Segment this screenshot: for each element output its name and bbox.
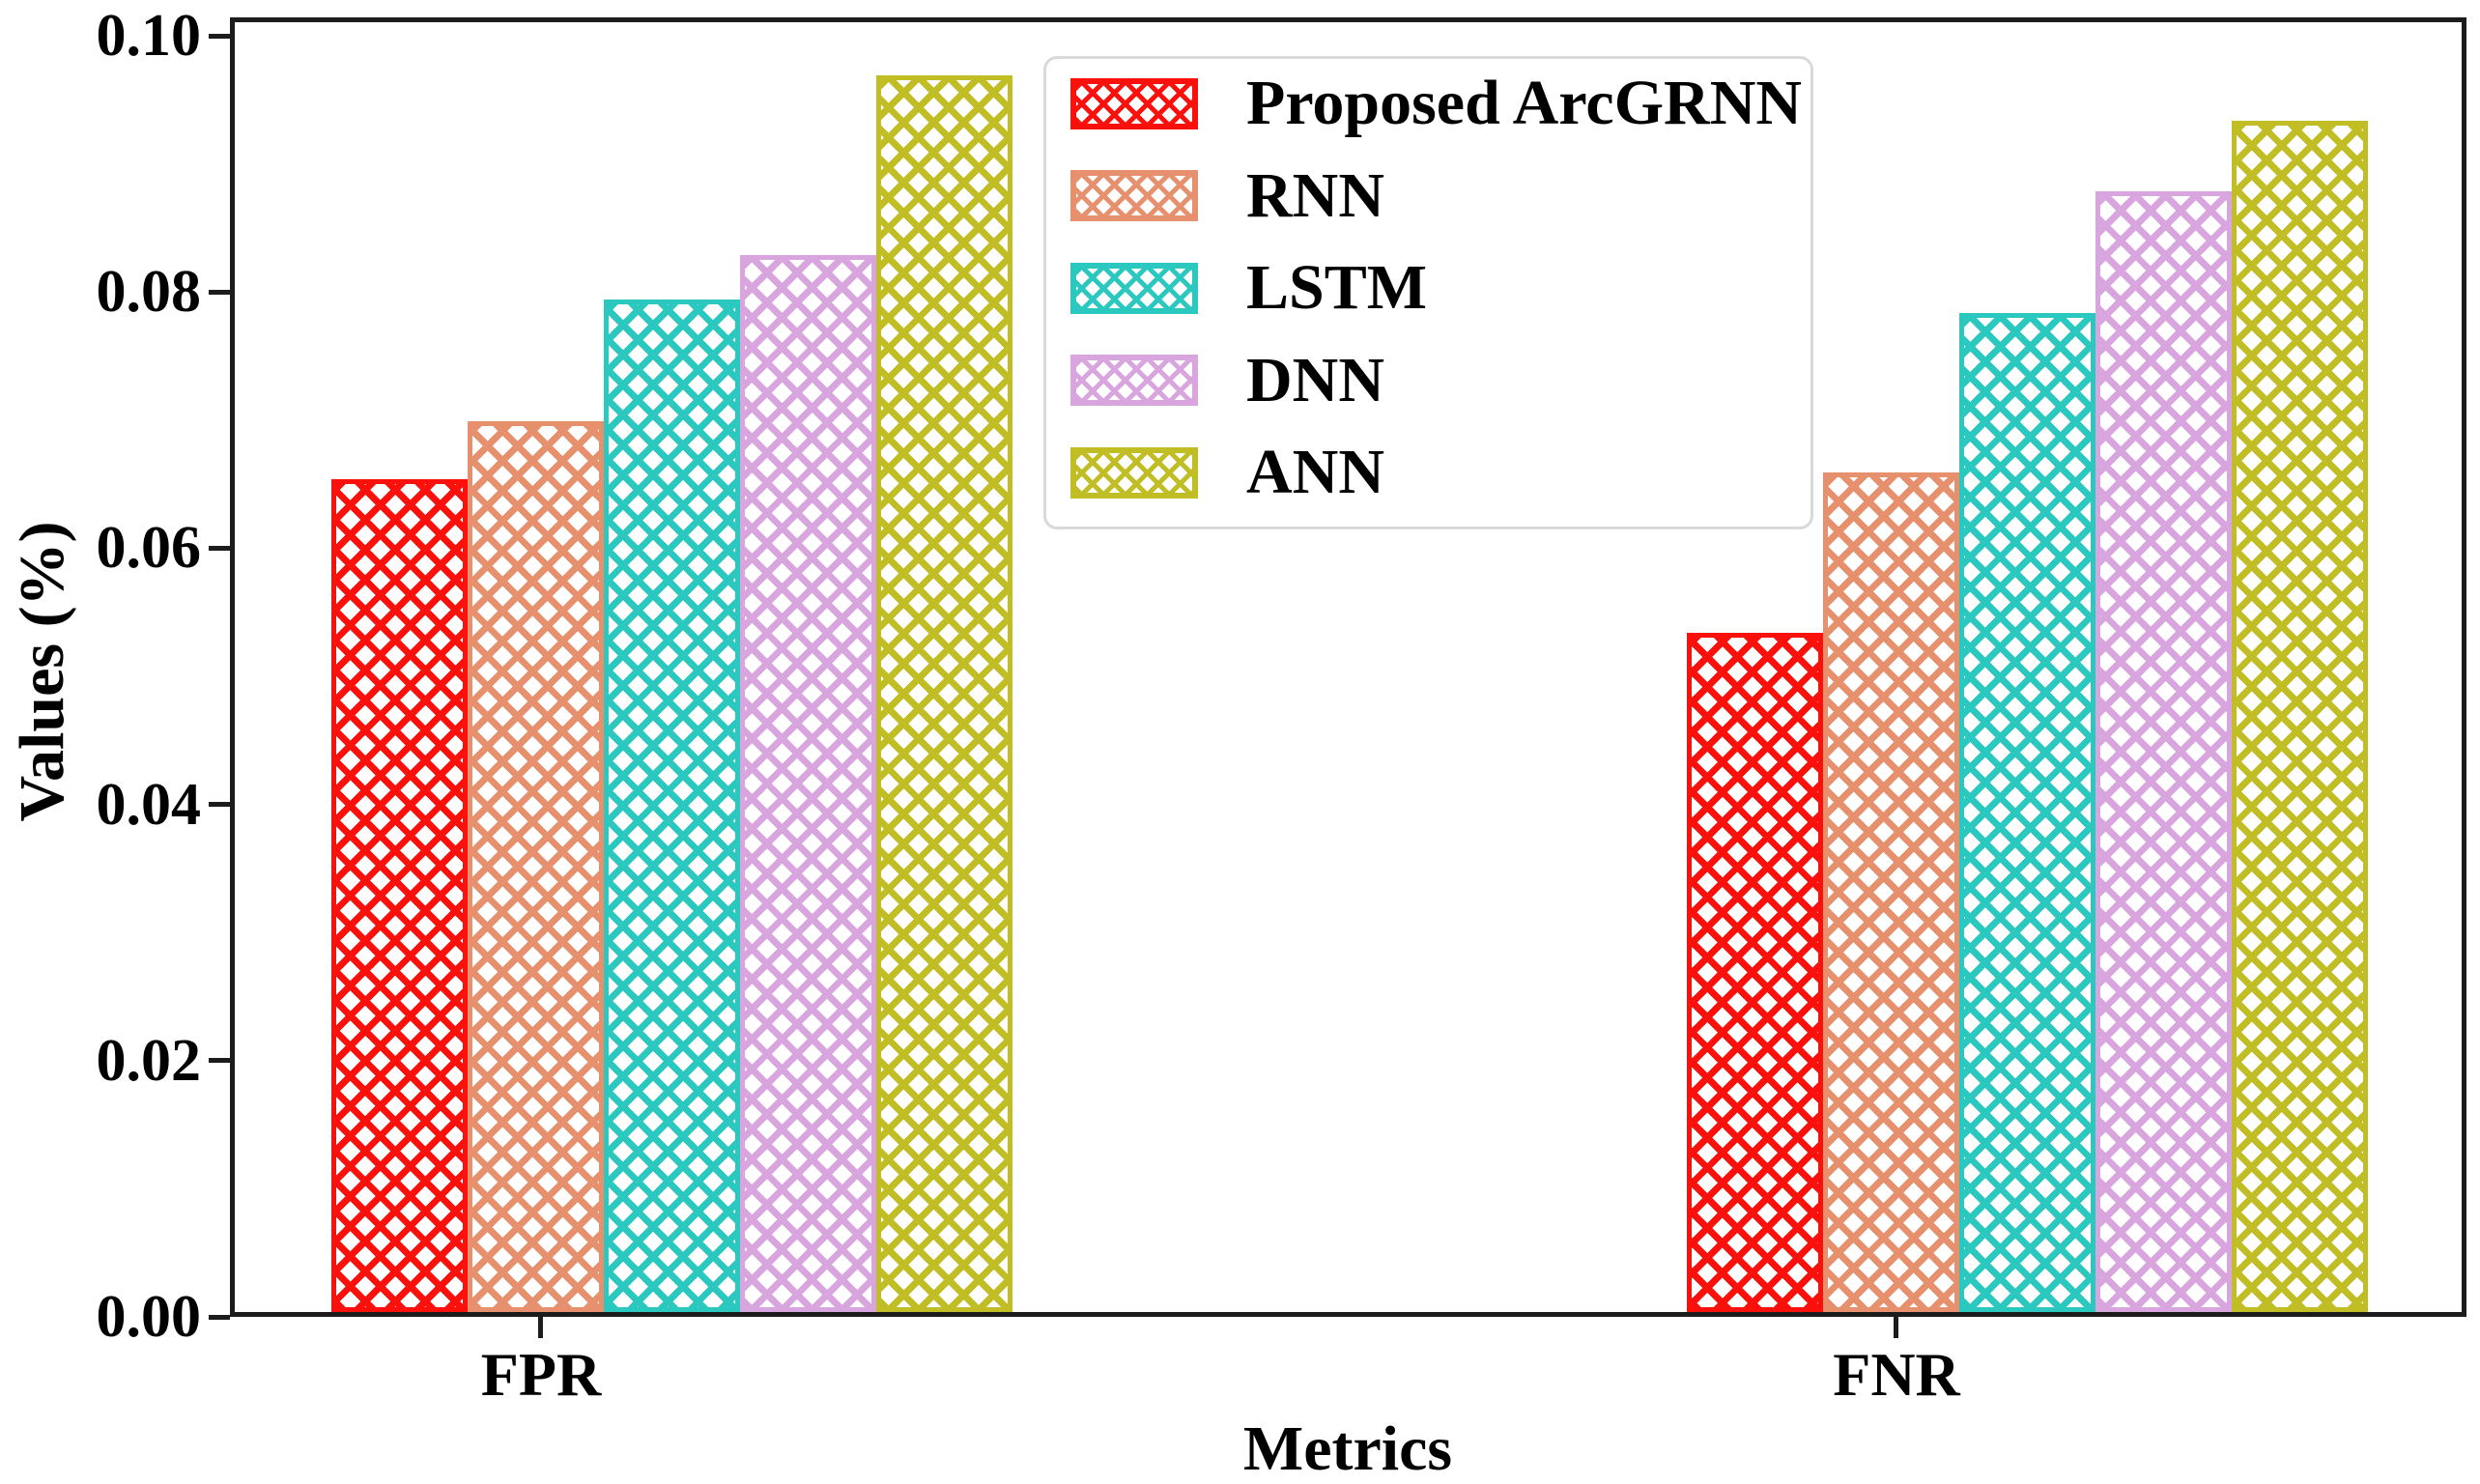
y-tick-label-0.08: 0.08 bbox=[96, 259, 202, 325]
legend-item-dnn: DNN bbox=[1046, 344, 1810, 415]
bar-fnr-ann bbox=[2232, 121, 2368, 1312]
y-tick-mark-0.02 bbox=[209, 1058, 230, 1063]
y-tick-mark-0.04 bbox=[209, 802, 230, 807]
legend-item-ann: ANN bbox=[1046, 437, 1810, 507]
legend-item-proposed-arcgrnn: Proposed ArcGRNN bbox=[1046, 68, 1810, 138]
y-tick-mark-0.06 bbox=[209, 546, 230, 551]
y-tick-label-0.02: 0.02 bbox=[96, 1028, 202, 1094]
bar-fnr-lstm bbox=[1959, 313, 2095, 1312]
bar-fpr-lstm bbox=[604, 300, 740, 1312]
bar-fpr-ann bbox=[876, 75, 1012, 1312]
x-tick-mark-fpr bbox=[538, 1317, 543, 1338]
y-tick-label-0.06: 0.06 bbox=[96, 515, 202, 581]
chart-legend: Proposed ArcGRNN RNN LSTM DNN ANN bbox=[1043, 56, 1813, 529]
legend-swatch-icon-proposed-arcgrnn bbox=[1070, 77, 1198, 129]
bar-fnr-proposed-arcgrnn bbox=[1687, 633, 1823, 1312]
legend-swatch-icon-ann bbox=[1070, 446, 1198, 499]
y-tick-mark-0.00 bbox=[209, 1315, 230, 1320]
legend-label-lstm: LSTM bbox=[1246, 252, 1428, 323]
x-tick-mark-fnr bbox=[1894, 1317, 1898, 1338]
y-tick-mark-0.10 bbox=[209, 34, 230, 39]
bar-fpr-rnn bbox=[468, 421, 604, 1312]
x-axis-label: Metrics bbox=[1242, 1413, 1453, 1484]
legend-swatch-icon-lstm bbox=[1070, 262, 1198, 314]
legend-swatch-icon-rnn bbox=[1070, 170, 1198, 221]
legend-item-lstm: LSTM bbox=[1046, 252, 1810, 323]
x-tick-label-fnr: FNR bbox=[1833, 1340, 1960, 1409]
legend-item-rnn: RNN bbox=[1046, 159, 1810, 231]
bar-fnr-dnn bbox=[2095, 191, 2232, 1312]
bar-fpr-proposed-arcgrnn bbox=[331, 479, 468, 1312]
bar-fpr-dnn bbox=[740, 255, 876, 1312]
x-tick-label-fpr: FPR bbox=[480, 1340, 602, 1409]
legend-swatch-icon-dnn bbox=[1070, 355, 1198, 406]
legend-label-rnn: RNN bbox=[1246, 159, 1384, 231]
y-tick-label-0.10: 0.10 bbox=[96, 3, 202, 69]
y-tick-label-0.04: 0.04 bbox=[96, 772, 202, 838]
legend-label-dnn: DNN bbox=[1246, 344, 1384, 415]
legend-label-ann: ANN bbox=[1246, 437, 1384, 507]
bar-fnr-rnn bbox=[1823, 472, 1959, 1312]
y-tick-mark-0.08 bbox=[209, 290, 230, 295]
y-tick-label-0.00: 0.00 bbox=[96, 1284, 202, 1350]
legend-label-proposed-arcgrnn: Proposed ArcGRNN bbox=[1246, 68, 1803, 138]
